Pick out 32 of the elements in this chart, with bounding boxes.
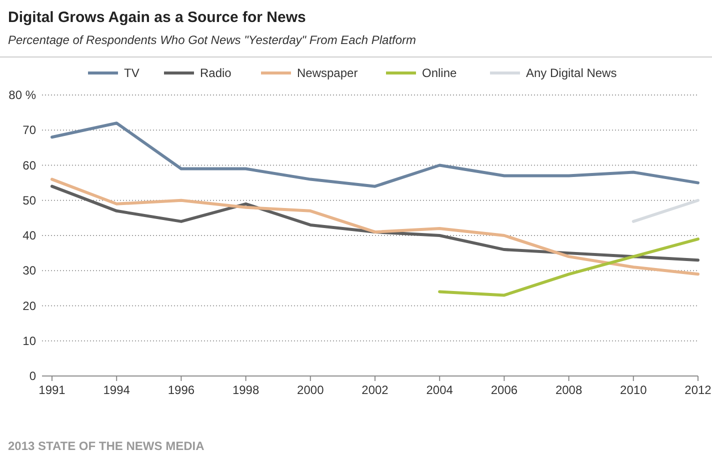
legend-label: TV <box>124 66 140 80</box>
y-tick-label: 30 <box>22 264 36 278</box>
x-tick-label: 2012 <box>684 383 712 397</box>
x-tick-label: 2006 <box>490 383 518 397</box>
y-tick-label: 40 <box>22 228 36 242</box>
x-tick-label: 2010 <box>620 383 648 397</box>
y-tick-label: 70 <box>22 123 36 138</box>
line-series <box>50 122 700 188</box>
y-tick-label: 20 <box>22 298 36 313</box>
x-tick-label: 1991 <box>38 383 66 397</box>
text: 2013 STATE OF THE NEWS MEDIA <box>8 439 205 453</box>
legend-label: Any Digital News <box>526 66 617 80</box>
chart-title: Digital Grows Again as a Source for News <box>8 9 306 26</box>
y-tick-label: 50 <box>22 193 36 208</box>
y-tick-label: 80 % <box>8 88 36 102</box>
x-tick-label: 2008 <box>555 383 582 397</box>
x-tick-label: 1996 <box>168 383 195 397</box>
line-series <box>50 184 700 262</box>
chart-subtitle: Percentage of Respondents Who Got News "Yesterday" From Each Platform <box>8 33 416 47</box>
legend-label: Newspaper <box>297 66 358 80</box>
y-tick-label: 0 <box>29 369 36 383</box>
x-tick-label: 2002 <box>362 383 389 397</box>
x-tick-label: 2004 <box>426 383 454 397</box>
x-tick-label: 1998 <box>232 383 260 397</box>
y-tick-label: 10 <box>22 334 36 348</box>
line-series <box>50 178 700 276</box>
legend-label: Radio <box>200 66 232 80</box>
line-series <box>438 238 700 297</box>
x-tick-label: 1994 <box>103 383 130 397</box>
y-tick-label: 60 <box>22 158 36 172</box>
legend-label: Online <box>422 66 458 80</box>
x-tick-label: 2000 <box>297 383 324 397</box>
